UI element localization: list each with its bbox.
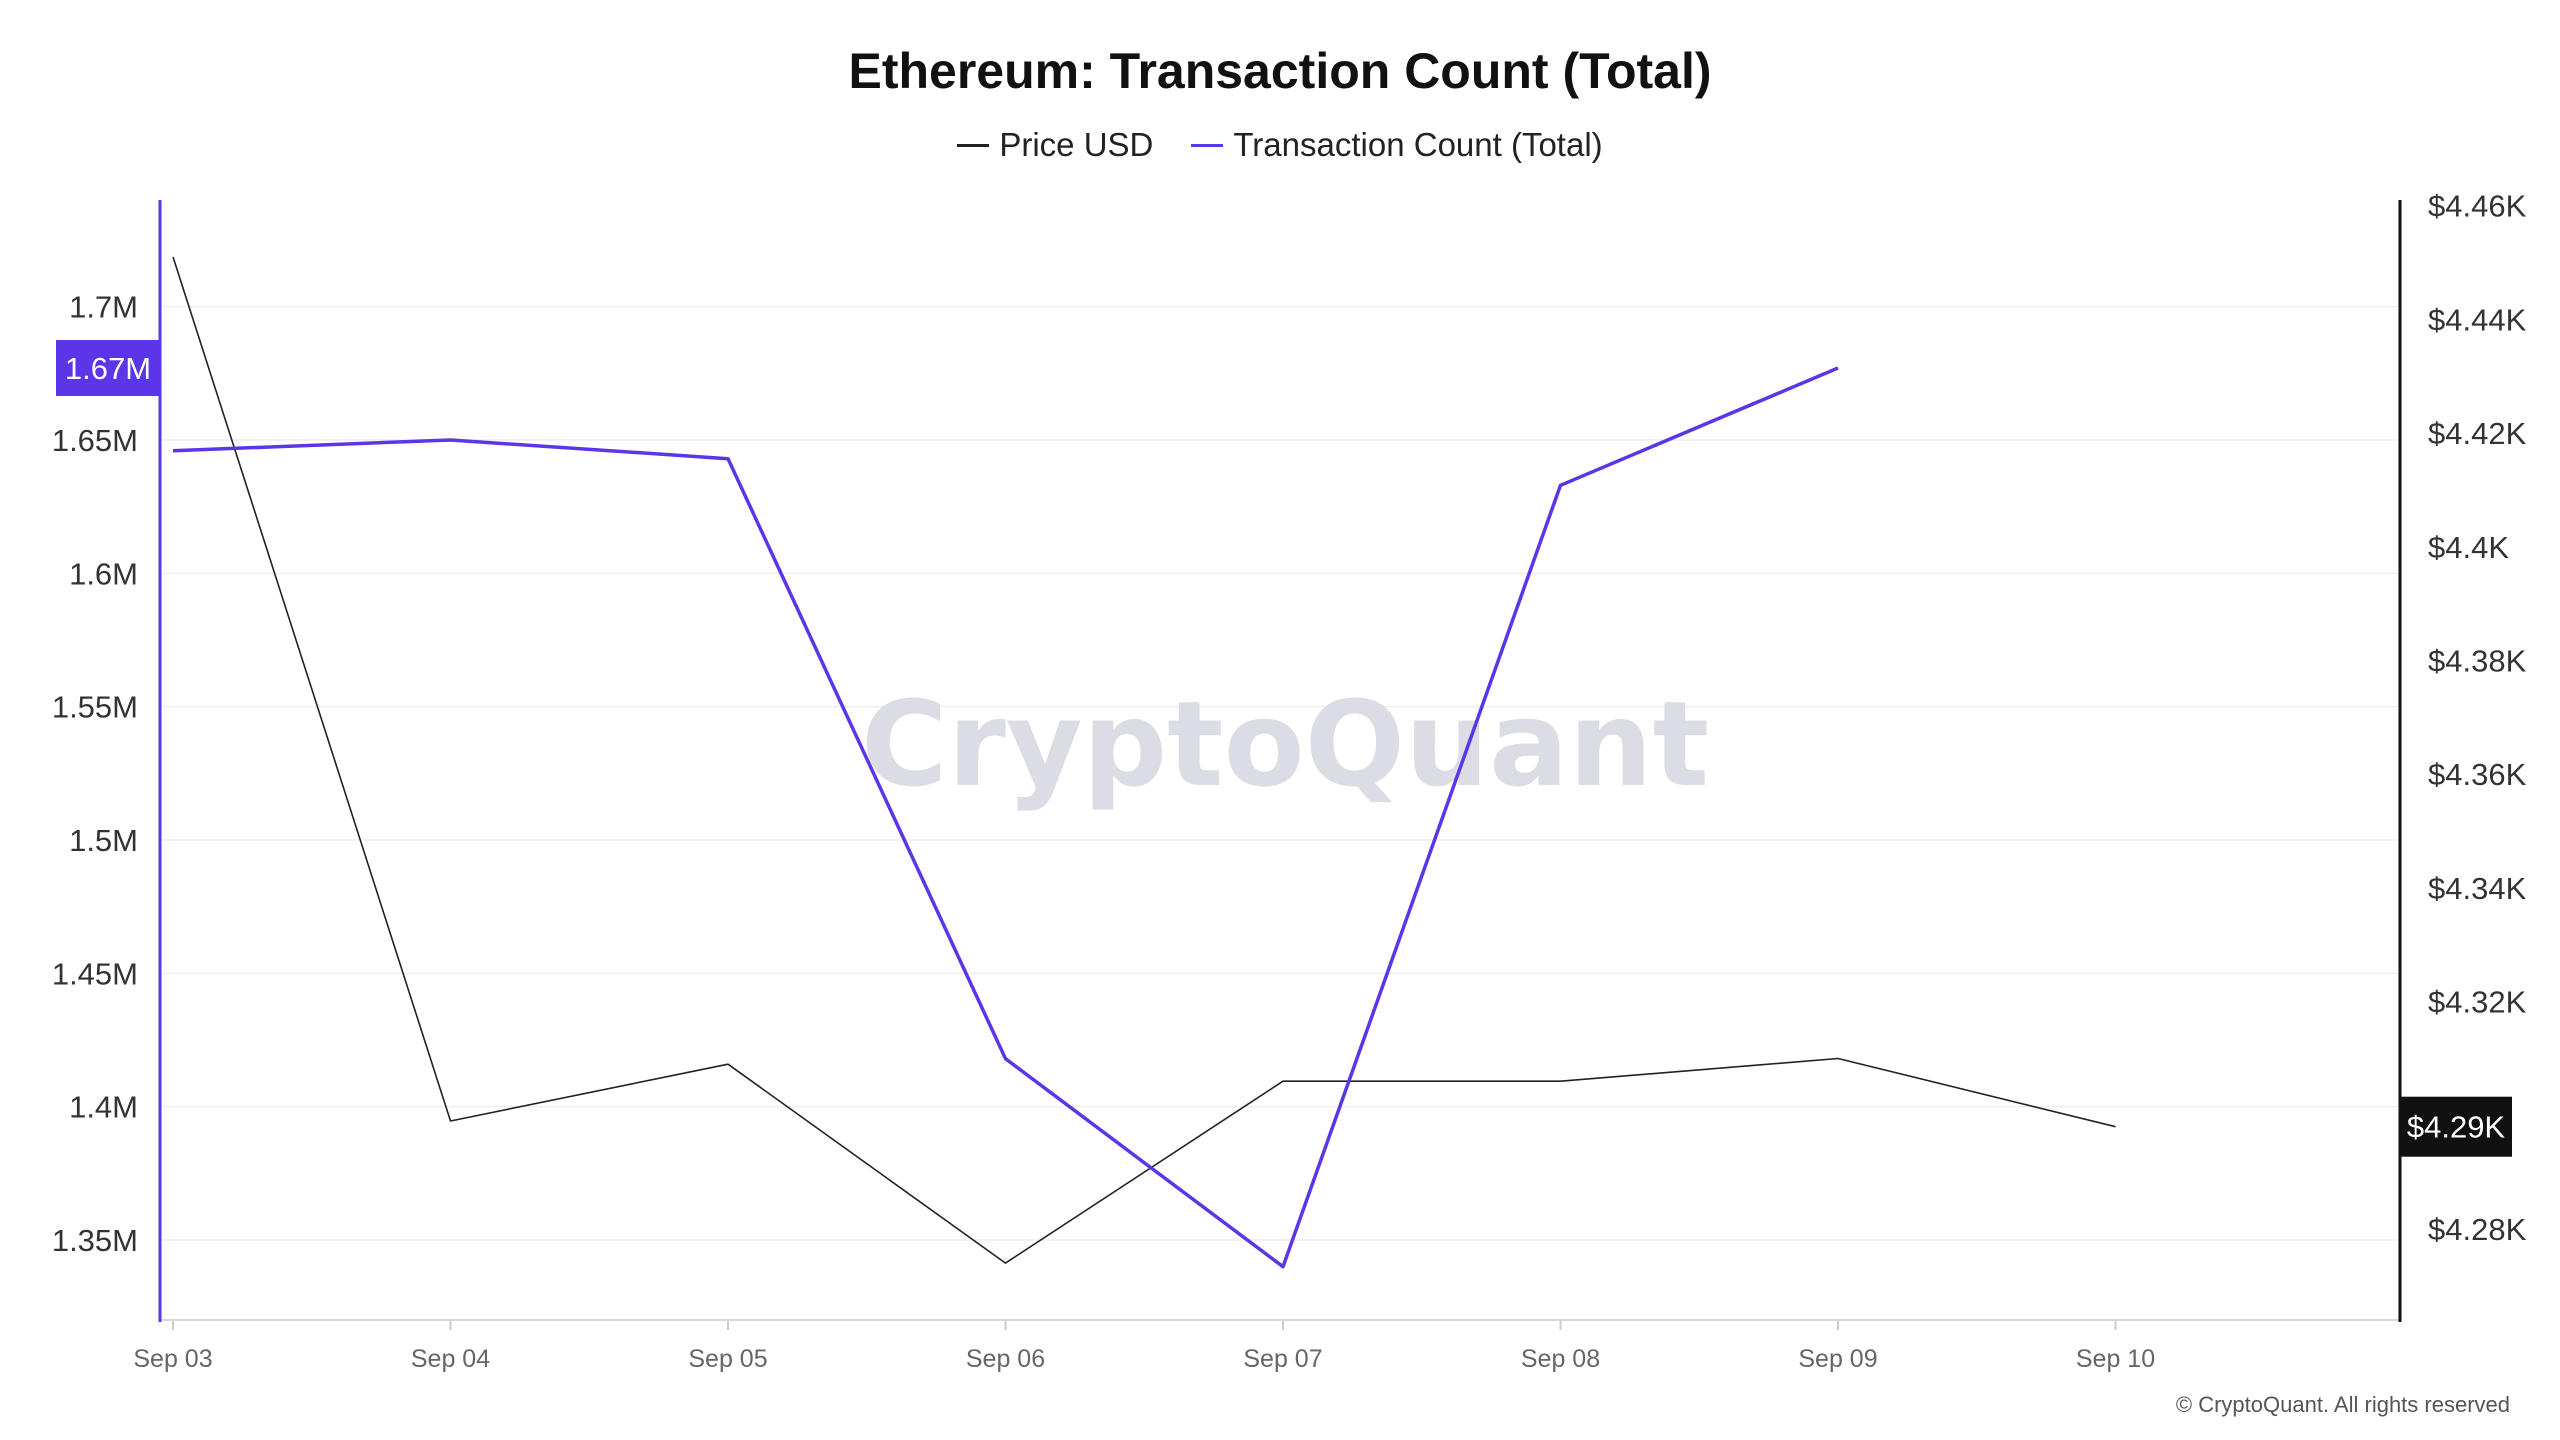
right-tick-label: $4.4K <box>2428 530 2509 565</box>
legend-label-transaction-count: Transaction Count (Total) <box>1233 126 1603 163</box>
left-tick-label: 1.65M <box>52 423 138 458</box>
x-tick-label: Sep 07 <box>1243 1345 1322 1373</box>
copyright-footer: © CryptoQuant. All rights reserved <box>2175 1392 2510 1417</box>
right-tick-label: $4.46K <box>2428 189 2527 224</box>
right-current-value-label: $4.29K <box>2407 1110 2506 1145</box>
tick-labels: 1.35M 1.4M 1.45M 1.5M 1.55M 1.6M 1.65M 1.7M $4.2… <box>52 189 2527 1373</box>
grid-lines <box>160 305 2400 1241</box>
left-tick-label: 1.55M <box>52 690 138 725</box>
right-tick-label: $4.36K <box>2428 757 2527 792</box>
x-tick-label: Sep 08 <box>1521 1345 1600 1373</box>
right-tick-label: $4.28K <box>2428 1212 2527 1247</box>
right-tick-label: $4.32K <box>2428 985 2527 1020</box>
left-current-value-label: 1.67M <box>65 351 151 386</box>
legend: Price USD Transaction Count (Total) <box>0 126 2560 164</box>
left-tick-label: 1.7M <box>69 290 138 325</box>
legend-item-price[interactable]: Price USD <box>957 126 1153 164</box>
left-current-value-box <box>56 340 160 396</box>
transaction-count-line <box>172 366 1839 1269</box>
right-current-value-box <box>2400 1096 2512 1157</box>
left-tick-label: 1.5M <box>69 823 138 858</box>
x-tick-label: Sep 05 <box>688 1345 767 1373</box>
current-value-readouts: 1.67M $4.29K <box>56 340 2512 1157</box>
chart-title: Ethereum: Transaction Count (Total) <box>848 43 1712 99</box>
watermark-text: CryptoQuant <box>861 675 1709 813</box>
x-tick-label: Sep 03 <box>133 1345 212 1373</box>
left-tick-label: 1.4M <box>69 1090 138 1125</box>
x-tick-label: Sep 09 <box>1798 1345 1877 1373</box>
legend-swatch-price <box>957 143 990 147</box>
left-tick-label: 1.6M <box>69 556 138 591</box>
left-tick-label: 1.35M <box>52 1223 138 1258</box>
legend-label-price: Price USD <box>999 126 1154 163</box>
right-tick-label: $4.38K <box>2428 644 2527 679</box>
right-tick-label: $4.44K <box>2428 302 2527 337</box>
x-tick-label: Sep 10 <box>2076 1345 2155 1373</box>
legend-item-transaction-count[interactable]: Transaction Count (Total) <box>1191 126 1603 164</box>
left-tick-label: 1.45M <box>52 956 138 991</box>
legend-swatch-transaction-count <box>1191 143 1224 147</box>
right-tick-label: $4.42K <box>2428 416 2527 451</box>
x-tick-label: Sep 04 <box>411 1345 490 1373</box>
x-tick-label: Sep 06 <box>966 1345 1045 1373</box>
price-usd-line <box>172 256 2116 1264</box>
series-lines <box>172 256 2116 1269</box>
right-tick-label: $4.34K <box>2428 871 2527 906</box>
